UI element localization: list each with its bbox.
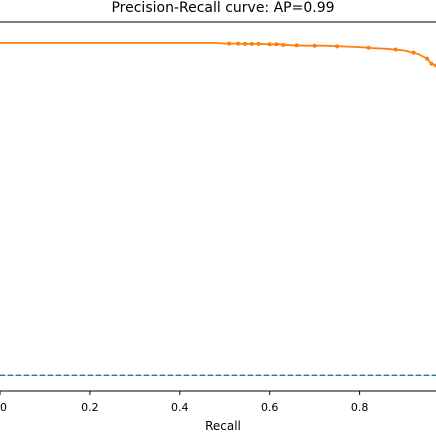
pr-curve-point — [393, 47, 398, 52]
pr-curve-point — [281, 43, 286, 47]
pr-curve-point — [294, 43, 299, 48]
x-tick-label: 0.4 — [171, 401, 189, 414]
pr-curve-point — [243, 41, 247, 46]
x-tick-label: 0.2 — [81, 401, 99, 414]
pr-curve-point — [236, 41, 241, 46]
pr-curve-point — [274, 42, 279, 47]
pr-curve-point — [267, 42, 272, 47]
x-tick-label: 0 — [0, 401, 7, 414]
pr-curve-point — [249, 41, 254, 46]
pr-curve-series-line — [0, 42, 436, 67]
pr-curve-point — [256, 41, 261, 46]
x-ticks: 0 0.2 0.4 0.6 0.8 — [0, 391, 368, 414]
x-tick-label: 0.6 — [261, 401, 279, 414]
pr-curve-point — [312, 43, 317, 48]
pr-curve-point — [366, 45, 371, 50]
x-tick-label: 0.8 — [351, 401, 369, 414]
pr-curve-point — [425, 56, 429, 61]
chart-title: Precision-Recall curve: AP=0.99 — [111, 0, 334, 16]
pr-curve-point — [411, 50, 416, 55]
pr-curve-point — [227, 41, 232, 46]
pr-curve-point — [335, 44, 340, 49]
pr-curve-point — [429, 61, 434, 66]
series-layer — [0, 41, 436, 376]
x-axis-label: Recall — [205, 419, 241, 433]
